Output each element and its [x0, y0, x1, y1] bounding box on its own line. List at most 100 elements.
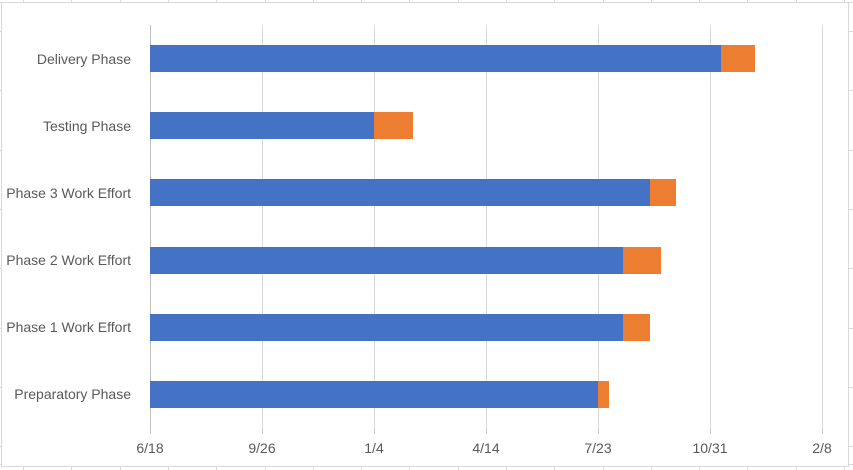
axis-tick-mark — [150, 428, 151, 434]
date-axis-label: 9/26 — [248, 440, 276, 456]
sheet-gridline — [0, 387, 1, 388]
sheet-gridline — [216, 465, 217, 470]
date-axis-label: 1/4 — [364, 440, 384, 456]
sheet-gridline — [848, 31, 853, 32]
sheet-gridline — [120, 0, 121, 2]
date-axis-label: 7/23 — [584, 440, 612, 456]
bar-row — [150, 112, 822, 139]
value-axis-line — [150, 25, 151, 428]
sheet-gridline — [216, 0, 217, 2]
bar-row — [150, 179, 822, 206]
sheet-gridline — [844, 0, 845, 2]
category-label: Testing Phase — [43, 118, 131, 134]
sheet-gridline — [409, 0, 410, 2]
vertical-gridline — [710, 25, 711, 428]
sheet-gridline — [554, 465, 555, 470]
bar-segment-start-offset[interactable] — [150, 314, 623, 341]
sheet-gridline — [361, 0, 362, 2]
sheet-gridline — [71, 0, 72, 2]
bar-segment-start-offset[interactable] — [150, 381, 598, 408]
bar-segment-duration[interactable] — [623, 247, 661, 274]
sheet-gridline — [361, 465, 362, 470]
sheet-gridline — [23, 0, 24, 2]
sheet-gridline — [0, 31, 1, 32]
sheet-gridline — [458, 0, 459, 2]
vertical-gridline — [262, 25, 263, 428]
date-axis-label: 10/31 — [692, 440, 728, 456]
sheet-gridline — [0, 150, 1, 151]
axis-tick-mark — [374, 428, 375, 434]
bar-segment-duration[interactable] — [598, 381, 609, 408]
sheet-gridline — [265, 0, 266, 2]
category-label: Preparatory Phase — [14, 386, 131, 402]
date-axis-label: 6/18 — [136, 440, 164, 456]
sheet-gridline — [409, 465, 410, 470]
sheet-gridline — [554, 0, 555, 2]
bar-segment-duration[interactable] — [623, 314, 650, 341]
axis-tick-mark — [262, 428, 263, 434]
sheet-gridline — [313, 465, 314, 470]
sheet-gridline — [168, 465, 169, 470]
axis-tick-mark — [598, 428, 599, 434]
sheet-gridline — [71, 465, 72, 470]
sheet-gridline — [603, 0, 604, 2]
sheet-gridline — [848, 328, 853, 329]
bar-row — [150, 247, 822, 274]
bar-segment-start-offset[interactable] — [150, 247, 623, 274]
axis-tick-mark — [710, 428, 711, 434]
sheet-gridline — [747, 465, 748, 470]
sheet-gridline — [458, 465, 459, 470]
sheet-gridline — [747, 0, 748, 2]
date-axis-label: 4/14 — [472, 440, 500, 456]
sheet-gridline — [506, 465, 507, 470]
sheet-gridline — [23, 465, 24, 470]
category-label: Phase 3 Work Effort — [6, 185, 131, 201]
axis-tick-mark — [486, 428, 487, 434]
vertical-gridline — [598, 25, 599, 428]
sheet-gridline — [168, 0, 169, 2]
sheet-gridline — [848, 150, 853, 151]
bar-segment-start-offset[interactable] — [150, 45, 721, 72]
sheet-gridline — [848, 209, 853, 210]
sheet-gridline — [0, 268, 1, 269]
bar-row — [150, 314, 822, 341]
sheet-gridline — [844, 465, 845, 470]
sheet-gridline — [848, 90, 853, 91]
sheet-gridline — [313, 0, 314, 2]
sheet-gridline — [848, 268, 853, 269]
category-label: Phase 1 Work Effort — [6, 319, 131, 335]
sheet-gridline — [848, 387, 853, 388]
bar-segment-start-offset[interactable] — [150, 112, 374, 139]
plot-area — [150, 25, 823, 434]
vertical-gridline — [374, 25, 375, 428]
sheet-gridline — [0, 328, 1, 329]
sheet-gridline — [603, 465, 604, 470]
sheet-gridline — [796, 0, 797, 2]
category-label: Delivery Phase — [36, 51, 131, 67]
sheet-gridline — [699, 0, 700, 2]
bar-row — [150, 381, 822, 408]
sheet-gridline — [0, 209, 1, 210]
category-label: Phase 2 Work Effort — [6, 252, 131, 268]
sheet-gridline — [0, 446, 1, 447]
date-axis-label: 2/8 — [812, 440, 832, 456]
bar-segment-duration[interactable] — [721, 45, 755, 72]
sheet-gridline — [0, 90, 1, 91]
sheet-gridline — [265, 465, 266, 470]
sheet-gridline — [506, 0, 507, 2]
bar-segment-start-offset[interactable] — [150, 179, 650, 206]
sheet-gridline — [699, 465, 700, 470]
bar-row — [150, 45, 822, 72]
sheet-gridline — [796, 465, 797, 470]
sheet-gridline — [651, 465, 652, 470]
vertical-gridline — [822, 25, 823, 428]
sheet-gridline — [848, 446, 853, 447]
vertical-gridline — [486, 25, 487, 428]
sheet-gridline — [651, 0, 652, 2]
bar-segment-duration[interactable] — [650, 179, 676, 206]
sheet-gridline — [120, 465, 121, 470]
bar-segment-duration[interactable] — [374, 112, 413, 139]
axis-tick-mark — [822, 428, 823, 434]
